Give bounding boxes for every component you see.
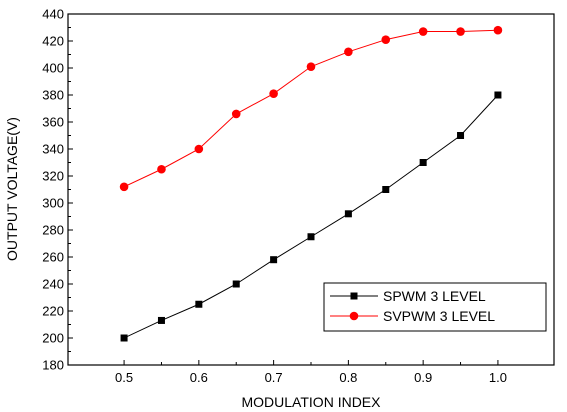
- data-point: [344, 47, 353, 57]
- x-tick-label: 0.6: [190, 370, 208, 385]
- data-point: [344, 210, 352, 218]
- x-tick-label: 0.7: [265, 370, 283, 385]
- series-layer: [119, 25, 503, 342]
- x-tick-label: 0.5: [115, 370, 133, 385]
- data-point: [195, 300, 203, 308]
- series-spwm-3-level: [120, 91, 502, 342]
- legend-marker-spwm: [350, 292, 358, 300]
- data-point: [232, 280, 240, 288]
- data-point: [456, 27, 465, 36]
- data-point: [457, 132, 465, 139]
- data-point: [419, 159, 427, 166]
- x-axis-title: MODULATION INDEX: [242, 394, 382, 410]
- y-tick-label: 380: [42, 88, 64, 103]
- data-point: [493, 25, 503, 35]
- legend-box: [323, 282, 547, 332]
- x-tick-label: 0.8: [339, 370, 357, 385]
- y-tick-label: 180: [42, 358, 64, 373]
- data-point: [307, 233, 315, 241]
- y-tick-label: 260: [42, 250, 64, 265]
- y-axis: 180 200 220 240 260 280 300 320 340 360 380 400 420 4…: [42, 7, 73, 373]
- data-point: [306, 62, 316, 71]
- x-tick-label: 0.9: [414, 370, 432, 385]
- data-point: [381, 35, 391, 44]
- legend: SPWM 3 LEVEL SVPWM 3 LEVEL: [323, 282, 547, 332]
- x-axis: 0.5 0.6 0.7 0.8 0.9 1.0: [115, 360, 507, 385]
- data-point: [157, 164, 166, 174]
- data-point: [382, 186, 390, 193]
- y-tick-label: 420: [42, 34, 64, 49]
- y-tick-label: 240: [42, 277, 64, 292]
- data-point: [194, 144, 204, 154]
- legend-label-spwm: SPWM 3 LEVEL: [383, 288, 486, 304]
- data-point: [270, 256, 278, 264]
- y-axis-title: OUTPUT VOLTAGE(V): [4, 117, 20, 261]
- y-tick-label: 280: [42, 223, 64, 238]
- legend-marker-svpwm: [349, 311, 359, 321]
- y-tick-label: 400: [42, 61, 64, 76]
- data-point: [269, 89, 278, 98]
- y-tick-label: 220: [42, 304, 64, 319]
- data-point: [157, 316, 165, 324]
- y-tick-label: 360: [42, 115, 64, 130]
- y-tick-label: 340: [42, 142, 64, 157]
- data-point: [120, 334, 128, 342]
- y-tick-label: 440: [42, 7, 64, 22]
- y-tick-label: 320: [42, 169, 64, 184]
- data-point: [418, 27, 428, 36]
- x-tick-label: 1.0: [489, 370, 507, 385]
- data-point: [494, 91, 502, 99]
- y-tick-label: 300: [42, 196, 64, 211]
- y-tick-label: 200: [42, 331, 64, 346]
- legend-label-svpwm: SVPWM 3 LEVEL: [383, 308, 495, 324]
- series-svpwm-3-level: [119, 25, 503, 192]
- data-point: [231, 109, 241, 119]
- data-point: [119, 182, 129, 192]
